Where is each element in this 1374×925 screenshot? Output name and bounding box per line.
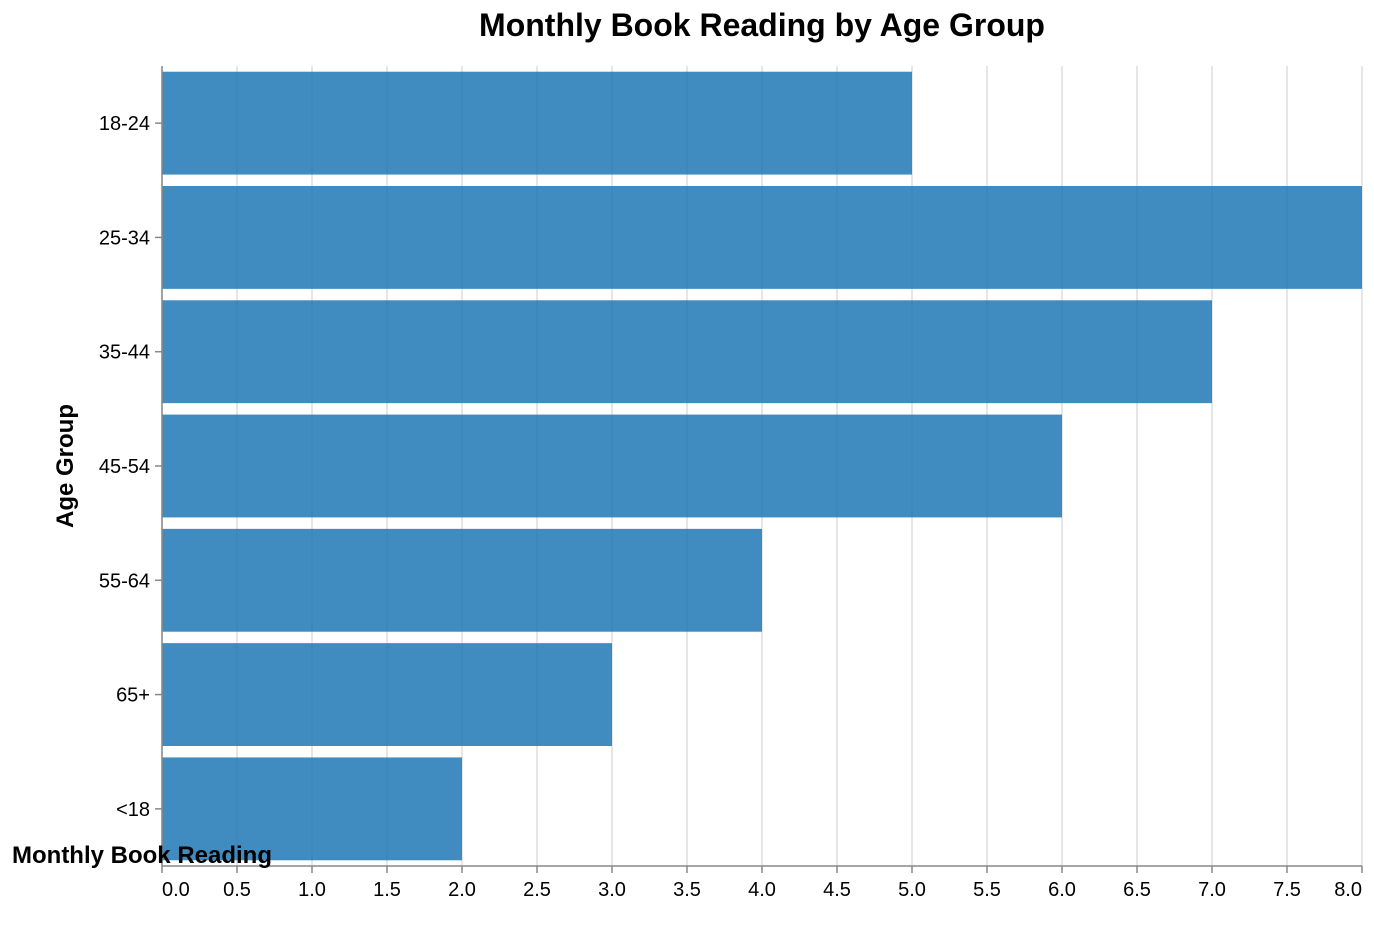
x-tick-label: 8.0	[1334, 879, 1362, 901]
x-tick-label: 1.0	[298, 879, 326, 901]
x-tick-label: 6.5	[1123, 879, 1151, 901]
y-tick-label: <18	[116, 799, 150, 821]
bar	[162, 528, 762, 632]
x-tick-label: 0.0	[162, 879, 190, 901]
x-tick-label: 1.5	[373, 879, 401, 901]
bar	[162, 186, 1362, 289]
bar	[162, 757, 462, 861]
x-tick-label: 7.0	[1198, 879, 1226, 901]
x-tick-label: 5.0	[898, 879, 926, 901]
bar	[162, 300, 1212, 404]
x-tick-label: 2.5	[523, 879, 551, 901]
x-tick-label: 6.0	[1048, 879, 1076, 901]
x-tick-label: 4.5	[823, 879, 851, 901]
axes: 0.0 0.5 1.0 1.5 2.0 2.5 3.0 3.5 4.0 4.5 5.0 5.5 6.0 6…	[99, 66, 1363, 901]
y-tick-label: 45-54	[99, 456, 150, 478]
bars	[162, 71, 1362, 861]
y-tick-label: 55-64	[99, 570, 150, 592]
x-tick-label: 3.0	[598, 879, 626, 901]
chart-title: Monthly Book Reading by Age Group	[479, 7, 1045, 43]
y-tick-label: 65+	[116, 685, 150, 707]
y-tick-label: 35-44	[99, 342, 150, 364]
y-tick-label: 25-34	[99, 227, 150, 249]
y-tick-label: 18-24	[99, 113, 150, 135]
x-axis-title: Monthly Book Reading	[12, 842, 272, 869]
x-tick-label: 3.5	[673, 879, 701, 901]
y-axis-title: Age Group	[52, 404, 79, 528]
x-tick-label: 0.5	[223, 879, 251, 901]
x-tick-label: 4.0	[748, 879, 776, 901]
x-tick-label: 7.5	[1273, 879, 1301, 901]
bar	[162, 643, 612, 746]
bar	[162, 414, 1062, 518]
x-tick-label: 5.5	[973, 879, 1001, 901]
bar	[162, 71, 912, 175]
x-tick-label: 2.0	[448, 879, 476, 901]
